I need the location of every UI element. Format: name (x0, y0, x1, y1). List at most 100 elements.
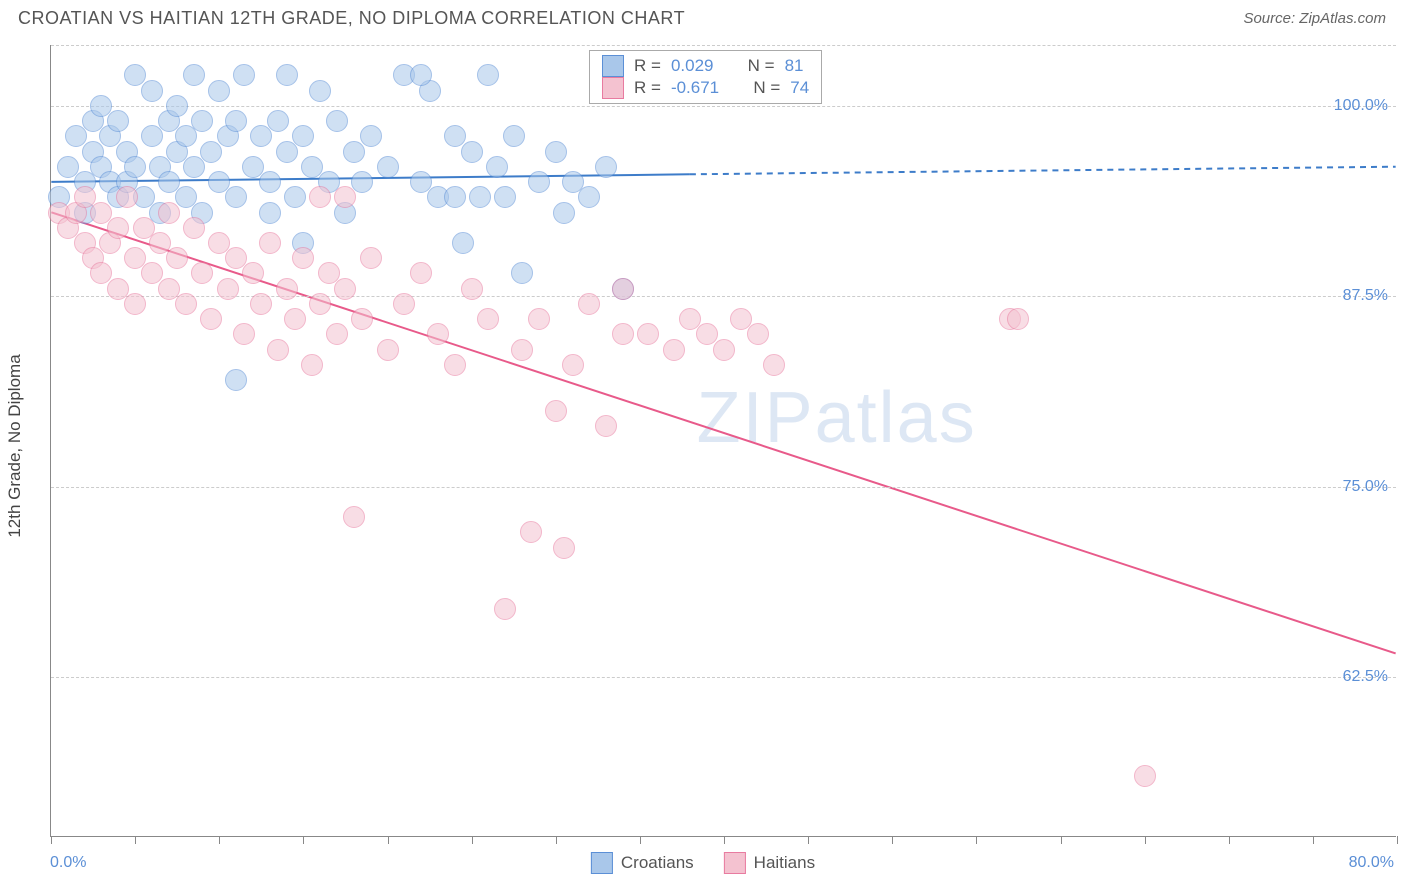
gridline (51, 677, 1396, 678)
x-tick (1313, 836, 1314, 844)
data-point (410, 262, 432, 284)
data-point (477, 308, 499, 330)
data-point (292, 125, 314, 147)
source-label: Source: ZipAtlas.com (1243, 10, 1386, 27)
data-point (553, 202, 575, 224)
x-tick (303, 836, 304, 844)
data-point (284, 308, 306, 330)
data-point (578, 186, 600, 208)
data-point (763, 354, 785, 376)
watermark: ZIPatlas (697, 377, 977, 459)
data-point (360, 125, 382, 147)
data-point (377, 339, 399, 361)
data-point (141, 125, 163, 147)
data-point (528, 171, 550, 193)
x-tick (556, 836, 557, 844)
data-point (494, 598, 516, 620)
data-point (74, 186, 96, 208)
data-point (309, 293, 331, 315)
data-point (183, 156, 205, 178)
x-tick (640, 836, 641, 844)
x-tick (388, 836, 389, 844)
data-point (377, 156, 399, 178)
data-point (444, 354, 466, 376)
data-point (183, 64, 205, 86)
data-point (309, 186, 331, 208)
legend-swatch (724, 852, 746, 874)
data-point (562, 354, 584, 376)
x-tick (51, 836, 52, 844)
data-point (242, 262, 264, 284)
data-point (393, 293, 415, 315)
data-point (276, 64, 298, 86)
data-point (461, 141, 483, 163)
x-tick (1145, 836, 1146, 844)
data-point (494, 186, 516, 208)
data-point (292, 247, 314, 269)
data-point (217, 278, 239, 300)
x-tick (135, 836, 136, 844)
data-point (141, 80, 163, 102)
data-point (124, 156, 146, 178)
data-point (343, 506, 365, 528)
legend-item: Croatians (591, 852, 694, 874)
data-point (351, 171, 373, 193)
data-point (595, 415, 617, 437)
data-point (334, 186, 356, 208)
data-point (107, 110, 129, 132)
data-point (326, 323, 348, 345)
data-point (477, 64, 499, 86)
data-point (200, 141, 222, 163)
data-point (301, 354, 323, 376)
data-point (637, 323, 659, 345)
data-point (250, 293, 272, 315)
data-point (545, 141, 567, 163)
x-tick (892, 836, 893, 844)
data-point (276, 141, 298, 163)
data-point (545, 400, 567, 422)
data-point (351, 308, 373, 330)
data-point (486, 156, 508, 178)
data-point (225, 369, 247, 391)
data-point (452, 232, 474, 254)
legend-item: Haitians (724, 852, 815, 874)
data-point (166, 247, 188, 269)
gridline (51, 487, 1396, 488)
x-tick (724, 836, 725, 844)
x-tick (472, 836, 473, 844)
data-point (233, 323, 255, 345)
data-point (259, 171, 281, 193)
data-point (166, 95, 188, 117)
y-axis-label: 12th Grade, No Diploma (5, 354, 25, 537)
data-point (124, 293, 146, 315)
x-tick (219, 836, 220, 844)
data-point (259, 202, 281, 224)
plot-area: ZIPatlas R = 0.029 N = 81R = -0.671 N = … (50, 45, 1396, 837)
data-point (511, 339, 533, 361)
data-point (116, 186, 138, 208)
data-point (267, 110, 289, 132)
legend-row: R = -0.671 N = 74 (602, 77, 809, 99)
data-point (326, 110, 348, 132)
series-legend: Croatians Haitians (591, 852, 815, 874)
x-tick (808, 836, 809, 844)
data-point (553, 537, 575, 559)
data-point (410, 64, 432, 86)
data-point (612, 323, 634, 345)
data-point (233, 64, 255, 86)
data-point (427, 323, 449, 345)
y-tick-label: 100.0% (1334, 97, 1388, 115)
data-point (208, 80, 230, 102)
legend-swatch (602, 77, 624, 99)
y-tick-label: 62.5% (1343, 668, 1388, 686)
data-point (461, 278, 483, 300)
data-point (158, 202, 180, 224)
data-point (520, 521, 542, 543)
data-point (284, 186, 306, 208)
data-point (713, 339, 735, 361)
data-point (183, 217, 205, 239)
x-tick (976, 836, 977, 844)
legend-swatch (602, 55, 624, 77)
data-point (276, 278, 298, 300)
data-point (511, 262, 533, 284)
